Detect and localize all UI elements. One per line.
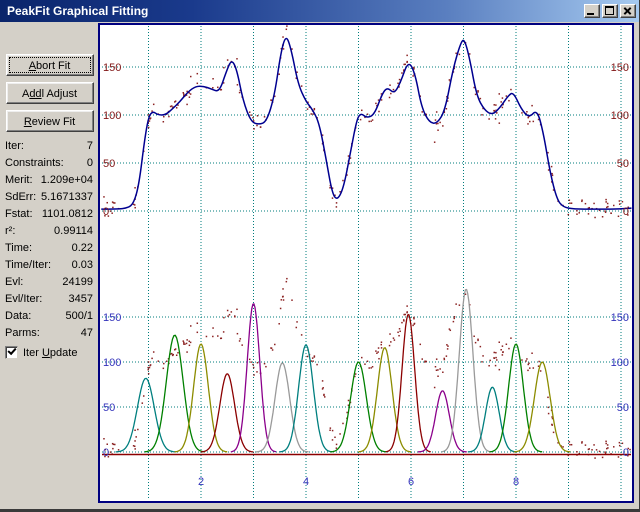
svg-text:4: 4 xyxy=(303,476,309,488)
svg-text:2: 2 xyxy=(198,476,204,488)
stat-evl-per-iter: Evl/Iter: 3457 xyxy=(5,293,93,305)
titlebar[interactable]: PeakFit Graphical Fitting xyxy=(0,0,639,22)
svg-text:100: 100 xyxy=(103,110,121,122)
check-icon xyxy=(7,345,17,356)
svg-text:150: 150 xyxy=(103,312,121,324)
maximize-button[interactable] xyxy=(602,4,618,18)
close-button[interactable] xyxy=(620,4,636,18)
svg-text:8: 8 xyxy=(513,476,519,488)
stat-time: Time: 0.22 xyxy=(5,242,93,254)
svg-text:150: 150 xyxy=(611,312,629,324)
stat-merit: Merit: 1.209e+04 xyxy=(5,174,93,186)
svg-text:50: 50 xyxy=(103,158,115,170)
maximize-icon xyxy=(605,6,614,15)
svg-text:50: 50 xyxy=(617,402,629,414)
stat-iter: Iter: 7 xyxy=(5,140,93,152)
window-controls xyxy=(584,4,636,18)
minimize-icon xyxy=(587,13,594,15)
checkbox-box[interactable] xyxy=(5,345,18,359)
stat-sderr: SdErr: 5.1671337 xyxy=(5,191,93,203)
minimize-button[interactable] xyxy=(584,4,600,18)
fit-statistics: Iter: 7 Constraints: 0 Merit: 1.209e+04 SdE… xyxy=(5,138,94,342)
addl-adjust-button[interactable]: Addl Adjust xyxy=(5,82,94,104)
stat-time-per-iter: Time/Iter: 0.03 xyxy=(5,259,93,271)
stat-data: Data: 500/1 xyxy=(5,310,93,322)
svg-text:100: 100 xyxy=(103,357,121,369)
stat-constraints: Constraints: 0 xyxy=(5,157,93,169)
iter-update-label: Iter Update xyxy=(23,346,78,359)
svg-text:0: 0 xyxy=(103,447,109,459)
svg-text:150: 150 xyxy=(611,62,629,74)
window-body: Abort Fit Addl Adjust Review Fit Iter: 7 … xyxy=(0,22,639,509)
window-title: PeakFit Graphical Fitting xyxy=(7,4,149,18)
svg-text:50: 50 xyxy=(103,402,115,414)
svg-text:0: 0 xyxy=(103,206,109,218)
svg-text:0: 0 xyxy=(623,206,629,218)
stat-fstat: Fstat: 1101.0812 xyxy=(5,208,93,220)
svg-text:100: 100 xyxy=(611,110,629,122)
stat-evl: Evl: 24199 xyxy=(5,276,93,288)
svg-text:100: 100 xyxy=(611,357,629,369)
fit-buttons: Abort Fit Addl Adjust Review Fit xyxy=(5,54,94,132)
stat-parms: Parms: 47 xyxy=(5,327,93,339)
svg-text:150: 150 xyxy=(103,62,121,74)
charts-svg: 0 0 50 50 100 100 150 150 0 0 50 50 100 100 150 150 2 4 6 8 xyxy=(101,25,632,500)
abort-fit-button[interactable]: Abort Fit xyxy=(5,54,94,76)
svg-text:50: 50 xyxy=(617,158,629,170)
svg-text:6: 6 xyxy=(408,476,414,488)
stat-rsquared: r²: 0.99114 xyxy=(5,225,93,237)
sidebar: Abort Fit Addl Adjust Review Fit Iter: 7 … xyxy=(0,22,98,509)
plot-area: 0 0 50 50 100 100 150 150 0 0 50 50 100 100 150 150 2 4 6 8 xyxy=(98,23,634,503)
review-fit-button[interactable]: Review Fit xyxy=(5,110,94,132)
svg-text:0: 0 xyxy=(623,447,629,459)
iter-update-checkbox[interactable]: Iter Update xyxy=(5,345,94,359)
